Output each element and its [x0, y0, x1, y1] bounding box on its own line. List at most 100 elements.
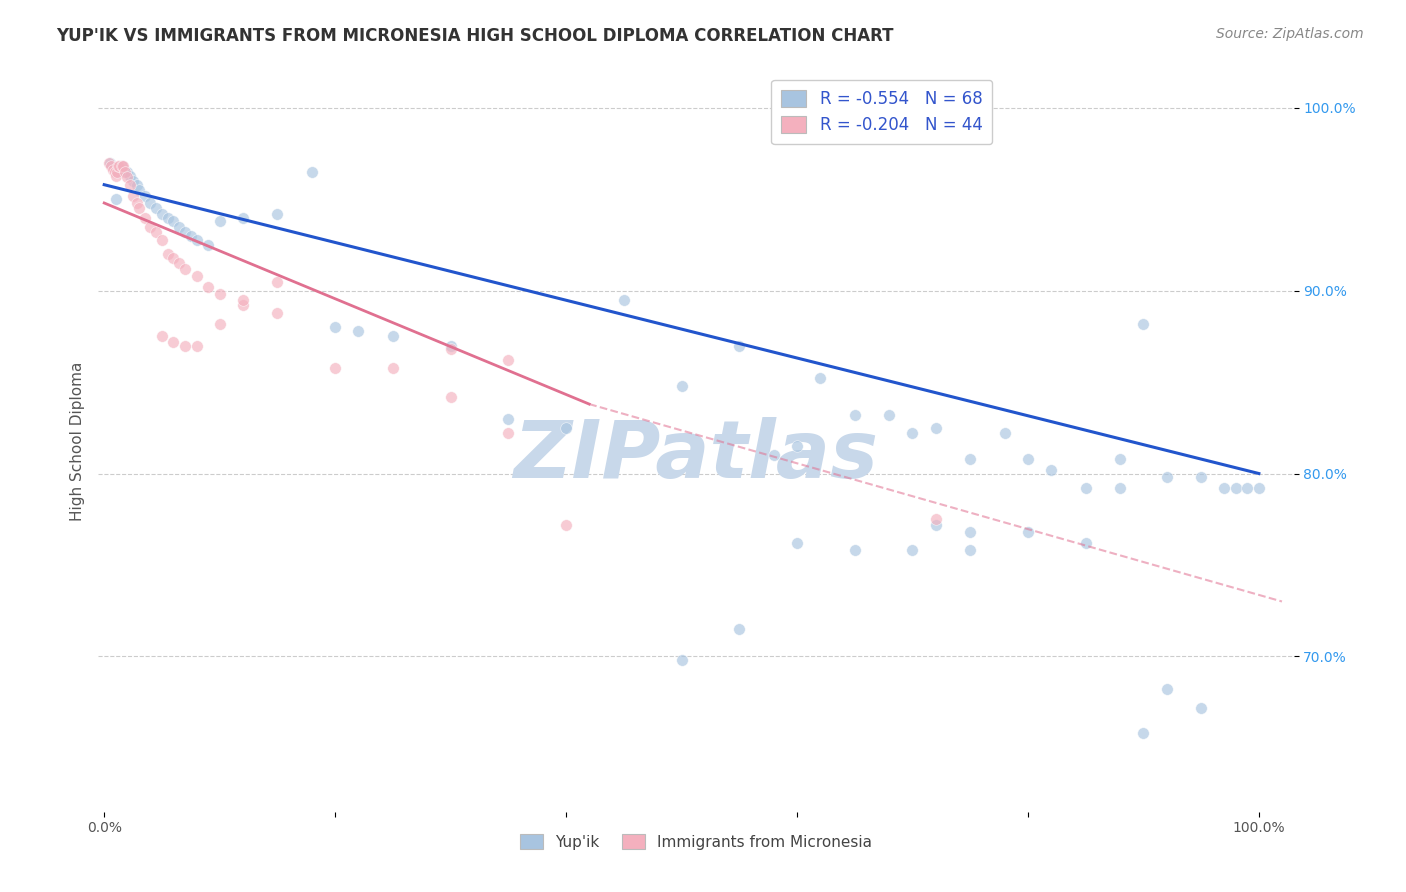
Point — [208, 214, 231, 228]
Point — [139, 219, 162, 234]
Point — [1189, 700, 1212, 714]
Point — [114, 165, 136, 179]
Point — [114, 165, 136, 179]
Point — [786, 536, 808, 550]
Point — [1189, 470, 1212, 484]
Point — [347, 324, 370, 338]
Point — [232, 211, 254, 225]
Point — [107, 160, 129, 174]
Point — [1017, 524, 1039, 539]
Point — [110, 160, 132, 174]
Point — [439, 338, 461, 352]
Point — [555, 517, 578, 532]
Point — [167, 219, 190, 234]
Point — [100, 160, 122, 174]
Point — [156, 211, 179, 225]
Point — [924, 421, 946, 435]
Point — [103, 163, 125, 178]
Point — [498, 426, 520, 441]
Point — [323, 320, 346, 334]
Point — [186, 269, 208, 284]
Point — [186, 233, 208, 247]
Point — [122, 188, 145, 202]
Point — [1017, 451, 1039, 466]
Point — [808, 371, 831, 385]
Point — [762, 448, 785, 462]
Point — [879, 408, 901, 422]
Point — [97, 155, 120, 169]
Point — [174, 261, 197, 276]
Point — [959, 543, 981, 558]
Point — [118, 169, 141, 183]
Point — [844, 543, 866, 558]
Point — [728, 622, 751, 636]
Point — [150, 207, 173, 221]
Point — [1109, 451, 1132, 466]
Point — [1213, 481, 1236, 495]
Point — [1236, 481, 1258, 495]
Point — [150, 329, 173, 343]
Point — [104, 192, 127, 206]
Legend: Yup'ik, Immigrants from Micronesia: Yup'ik, Immigrants from Micronesia — [513, 828, 879, 856]
Point — [117, 170, 139, 185]
Point — [162, 251, 184, 265]
Point — [266, 275, 288, 289]
Point — [959, 524, 981, 539]
Point — [110, 160, 132, 174]
Point — [1156, 682, 1178, 697]
Point — [1225, 481, 1247, 495]
Point — [301, 165, 323, 179]
Point — [107, 165, 129, 179]
Point — [994, 426, 1017, 441]
Point — [104, 169, 127, 183]
Point — [111, 160, 134, 174]
Point — [924, 517, 946, 532]
Point — [498, 411, 520, 425]
Point — [208, 317, 231, 331]
Point — [150, 233, 173, 247]
Point — [1074, 536, 1097, 550]
Point — [323, 360, 346, 375]
Text: Source: ZipAtlas.com: Source: ZipAtlas.com — [1216, 27, 1364, 41]
Point — [180, 228, 202, 243]
Point — [208, 287, 231, 301]
Y-axis label: High School Diploma: High School Diploma — [69, 362, 84, 521]
Point — [197, 238, 219, 252]
Point — [232, 293, 254, 307]
Point — [232, 298, 254, 312]
Point — [901, 543, 924, 558]
Point — [613, 293, 636, 307]
Point — [786, 439, 808, 453]
Point — [128, 183, 150, 197]
Point — [671, 653, 693, 667]
Text: ZIPatlas: ZIPatlas — [513, 417, 879, 495]
Point — [167, 256, 190, 270]
Point — [498, 353, 520, 368]
Point — [924, 512, 946, 526]
Point — [125, 196, 148, 211]
Point — [266, 207, 288, 221]
Point — [1247, 481, 1270, 495]
Point — [959, 451, 981, 466]
Point — [156, 247, 179, 261]
Point — [844, 408, 866, 422]
Point — [1074, 481, 1097, 495]
Point — [162, 334, 184, 349]
Point — [103, 165, 125, 179]
Point — [1132, 317, 1154, 331]
Point — [118, 178, 141, 192]
Point — [901, 426, 924, 441]
Point — [117, 165, 139, 179]
Point — [728, 338, 751, 352]
Point — [186, 338, 208, 352]
Point — [439, 343, 461, 357]
Point — [145, 225, 167, 239]
Point — [105, 165, 128, 179]
Point — [134, 188, 156, 202]
Point — [139, 196, 162, 211]
Point — [1109, 481, 1132, 495]
Point — [555, 421, 578, 435]
Point — [174, 338, 197, 352]
Point — [108, 160, 131, 174]
Point — [671, 378, 693, 392]
